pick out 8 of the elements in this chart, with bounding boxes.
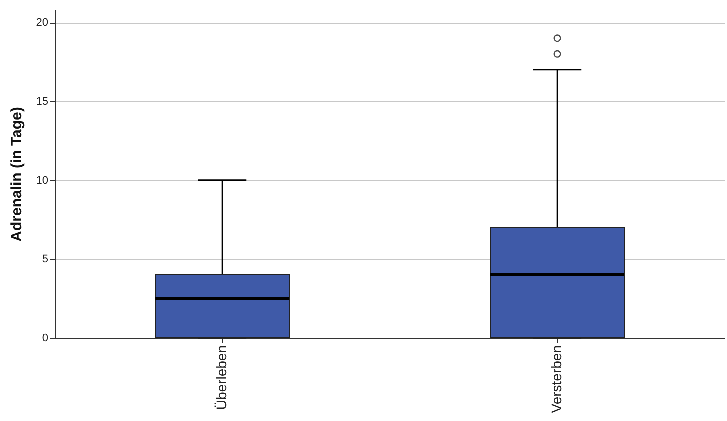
y-tick-label: 10	[36, 174, 48, 187]
y-tick-label: 20	[36, 17, 48, 30]
x-tick-label: Versterben	[548, 346, 564, 414]
y-tick-label: 15	[36, 96, 48, 108]
y-tick-label: 5	[42, 254, 48, 266]
x-tick-label: Überleben	[214, 346, 230, 410]
y-tick-label: 0	[42, 332, 48, 344]
y-axis-title: Adrenalin (in Tage)	[8, 107, 26, 242]
